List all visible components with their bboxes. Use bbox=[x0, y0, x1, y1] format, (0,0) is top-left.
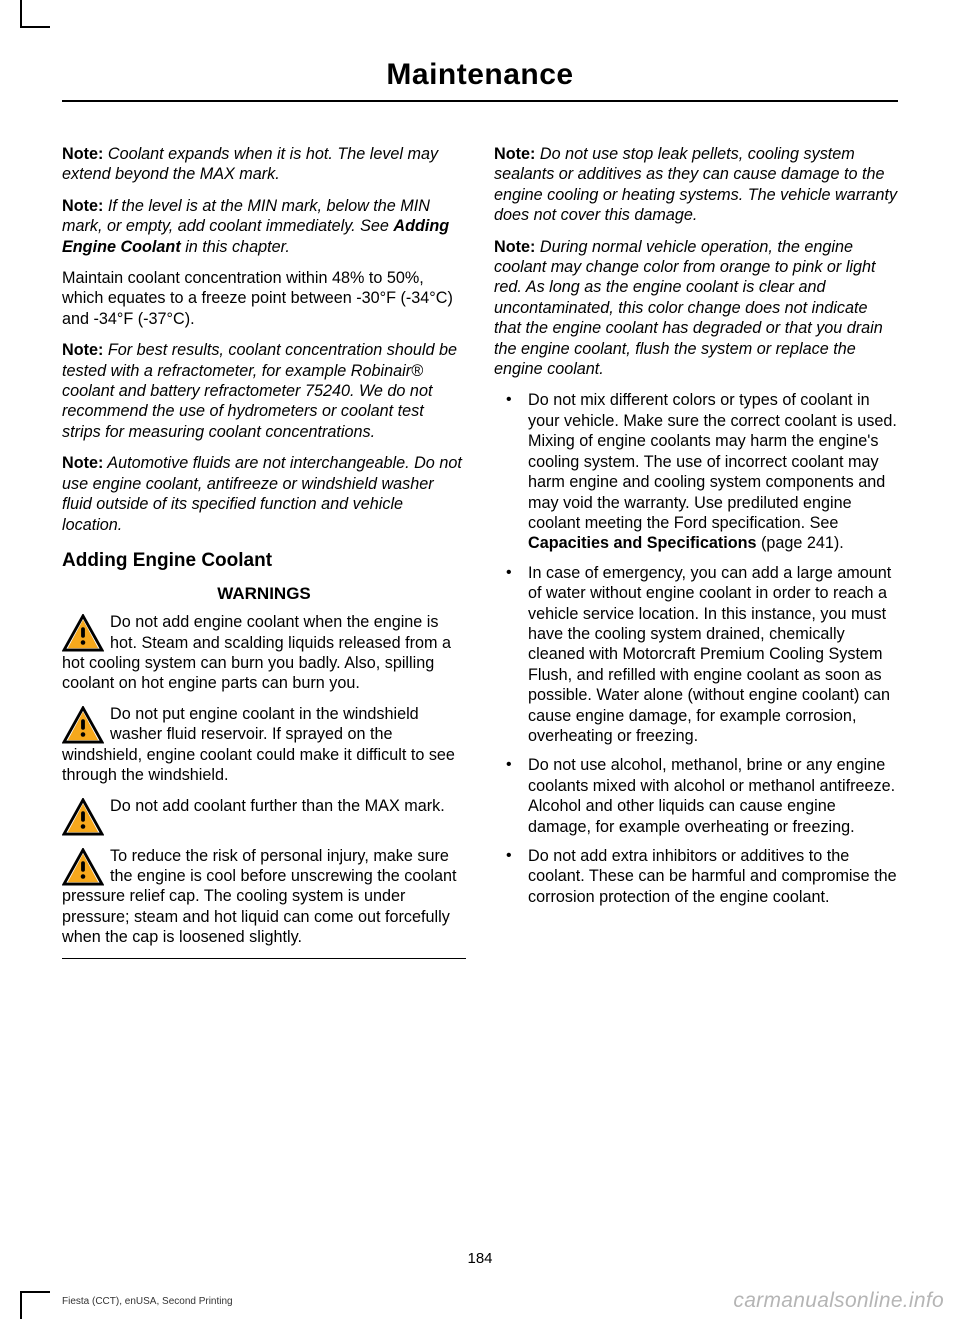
note-2: Note: If the level is at the MIN mark, b… bbox=[62, 196, 466, 257]
warning-triangle-icon bbox=[62, 706, 104, 744]
note-text: in this chapter. bbox=[181, 238, 290, 256]
note-4: Note: Automotive fluids are not intercha… bbox=[62, 453, 466, 535]
list-text: Do not mix different colors or types of … bbox=[528, 391, 897, 531]
warning-1: Do not add engine coolant when the engin… bbox=[62, 612, 466, 694]
page: Maintenance Note: Coolant expands when i… bbox=[0, 0, 960, 1337]
note-label: Note: bbox=[494, 238, 535, 256]
note-label: Note: bbox=[62, 145, 103, 163]
warning-triangle-icon bbox=[62, 848, 104, 886]
list-text: (page 241). bbox=[757, 534, 844, 552]
note-text: Do not use stop leak pellets, cooling sy… bbox=[494, 145, 897, 224]
warnings-heading: WARNINGS bbox=[62, 583, 466, 604]
note-1: Note: Coolant expands when it is hot. Th… bbox=[62, 144, 466, 185]
warning-triangle-icon bbox=[62, 614, 104, 652]
note-3: Note: For best results, coolant concentr… bbox=[62, 340, 466, 442]
note-label: Note: bbox=[494, 145, 535, 163]
warning-3: Do not add coolant further than the MAX … bbox=[62, 796, 466, 836]
crop-mark-top-left bbox=[20, 0, 50, 28]
warning-text: Do not add engine coolant when the engin… bbox=[62, 613, 451, 692]
list-item: In case of emergency, you can add a larg… bbox=[494, 563, 898, 747]
warning-text: Do not add coolant further than the MAX … bbox=[110, 797, 445, 815]
note-text: During normal vehicle operation, the eng… bbox=[494, 238, 883, 378]
left-column: Note: Coolant expands when it is hot. Th… bbox=[62, 144, 466, 969]
note-5: Note: Do not use stop leak pellets, cool… bbox=[494, 144, 898, 226]
note-label: Note: bbox=[62, 454, 103, 472]
list-inline-bold: Capacities and Specifications bbox=[528, 534, 757, 552]
list-item: Do not add extra inhibitors or additives… bbox=[494, 846, 898, 907]
footer-left: Fiesta (CCT), enUSA, Second Printing bbox=[62, 1296, 233, 1307]
section-heading: Adding Engine Coolant bbox=[62, 549, 466, 573]
note-6: Note: During normal vehicle operation, t… bbox=[494, 237, 898, 380]
list-item: Do not mix different colors or types of … bbox=[494, 390, 898, 553]
warnings-end-rule bbox=[62, 958, 466, 959]
body-para: Maintain coolant concentration within 48… bbox=[62, 268, 466, 329]
crop-mark-bottom-left bbox=[20, 1291, 50, 1319]
note-label: Note: bbox=[62, 341, 103, 359]
warning-2: Do not put engine coolant in the windshi… bbox=[62, 704, 466, 786]
warning-text: To reduce the risk of personal injury, m… bbox=[62, 847, 456, 947]
bullet-list: Do not mix different colors or types of … bbox=[494, 390, 898, 907]
note-text: If the level is at the MIN mark, below t… bbox=[62, 197, 430, 235]
warning-triangle-icon bbox=[62, 798, 104, 836]
footer-watermark: carmanualsonline.info bbox=[733, 1289, 944, 1313]
content-columns: Note: Coolant expands when it is hot. Th… bbox=[0, 102, 960, 969]
page-title: Maintenance bbox=[0, 58, 960, 92]
note-label: Note: bbox=[62, 197, 103, 215]
note-text: For best results, coolant concentration … bbox=[62, 341, 457, 441]
list-item: Do not use alcohol, methanol, brine or a… bbox=[494, 755, 898, 837]
warning-text: Do not put engine coolant in the windshi… bbox=[62, 705, 455, 784]
note-text: Coolant expands when it is hot. The leve… bbox=[62, 145, 438, 183]
page-number: 184 bbox=[0, 1250, 960, 1267]
note-text: Automotive fluids are not interchangeabl… bbox=[62, 454, 462, 533]
right-column: Note: Do not use stop leak pellets, cool… bbox=[494, 144, 898, 969]
warning-4: To reduce the risk of personal injury, m… bbox=[62, 846, 466, 948]
page-header: Maintenance bbox=[0, 0, 960, 92]
